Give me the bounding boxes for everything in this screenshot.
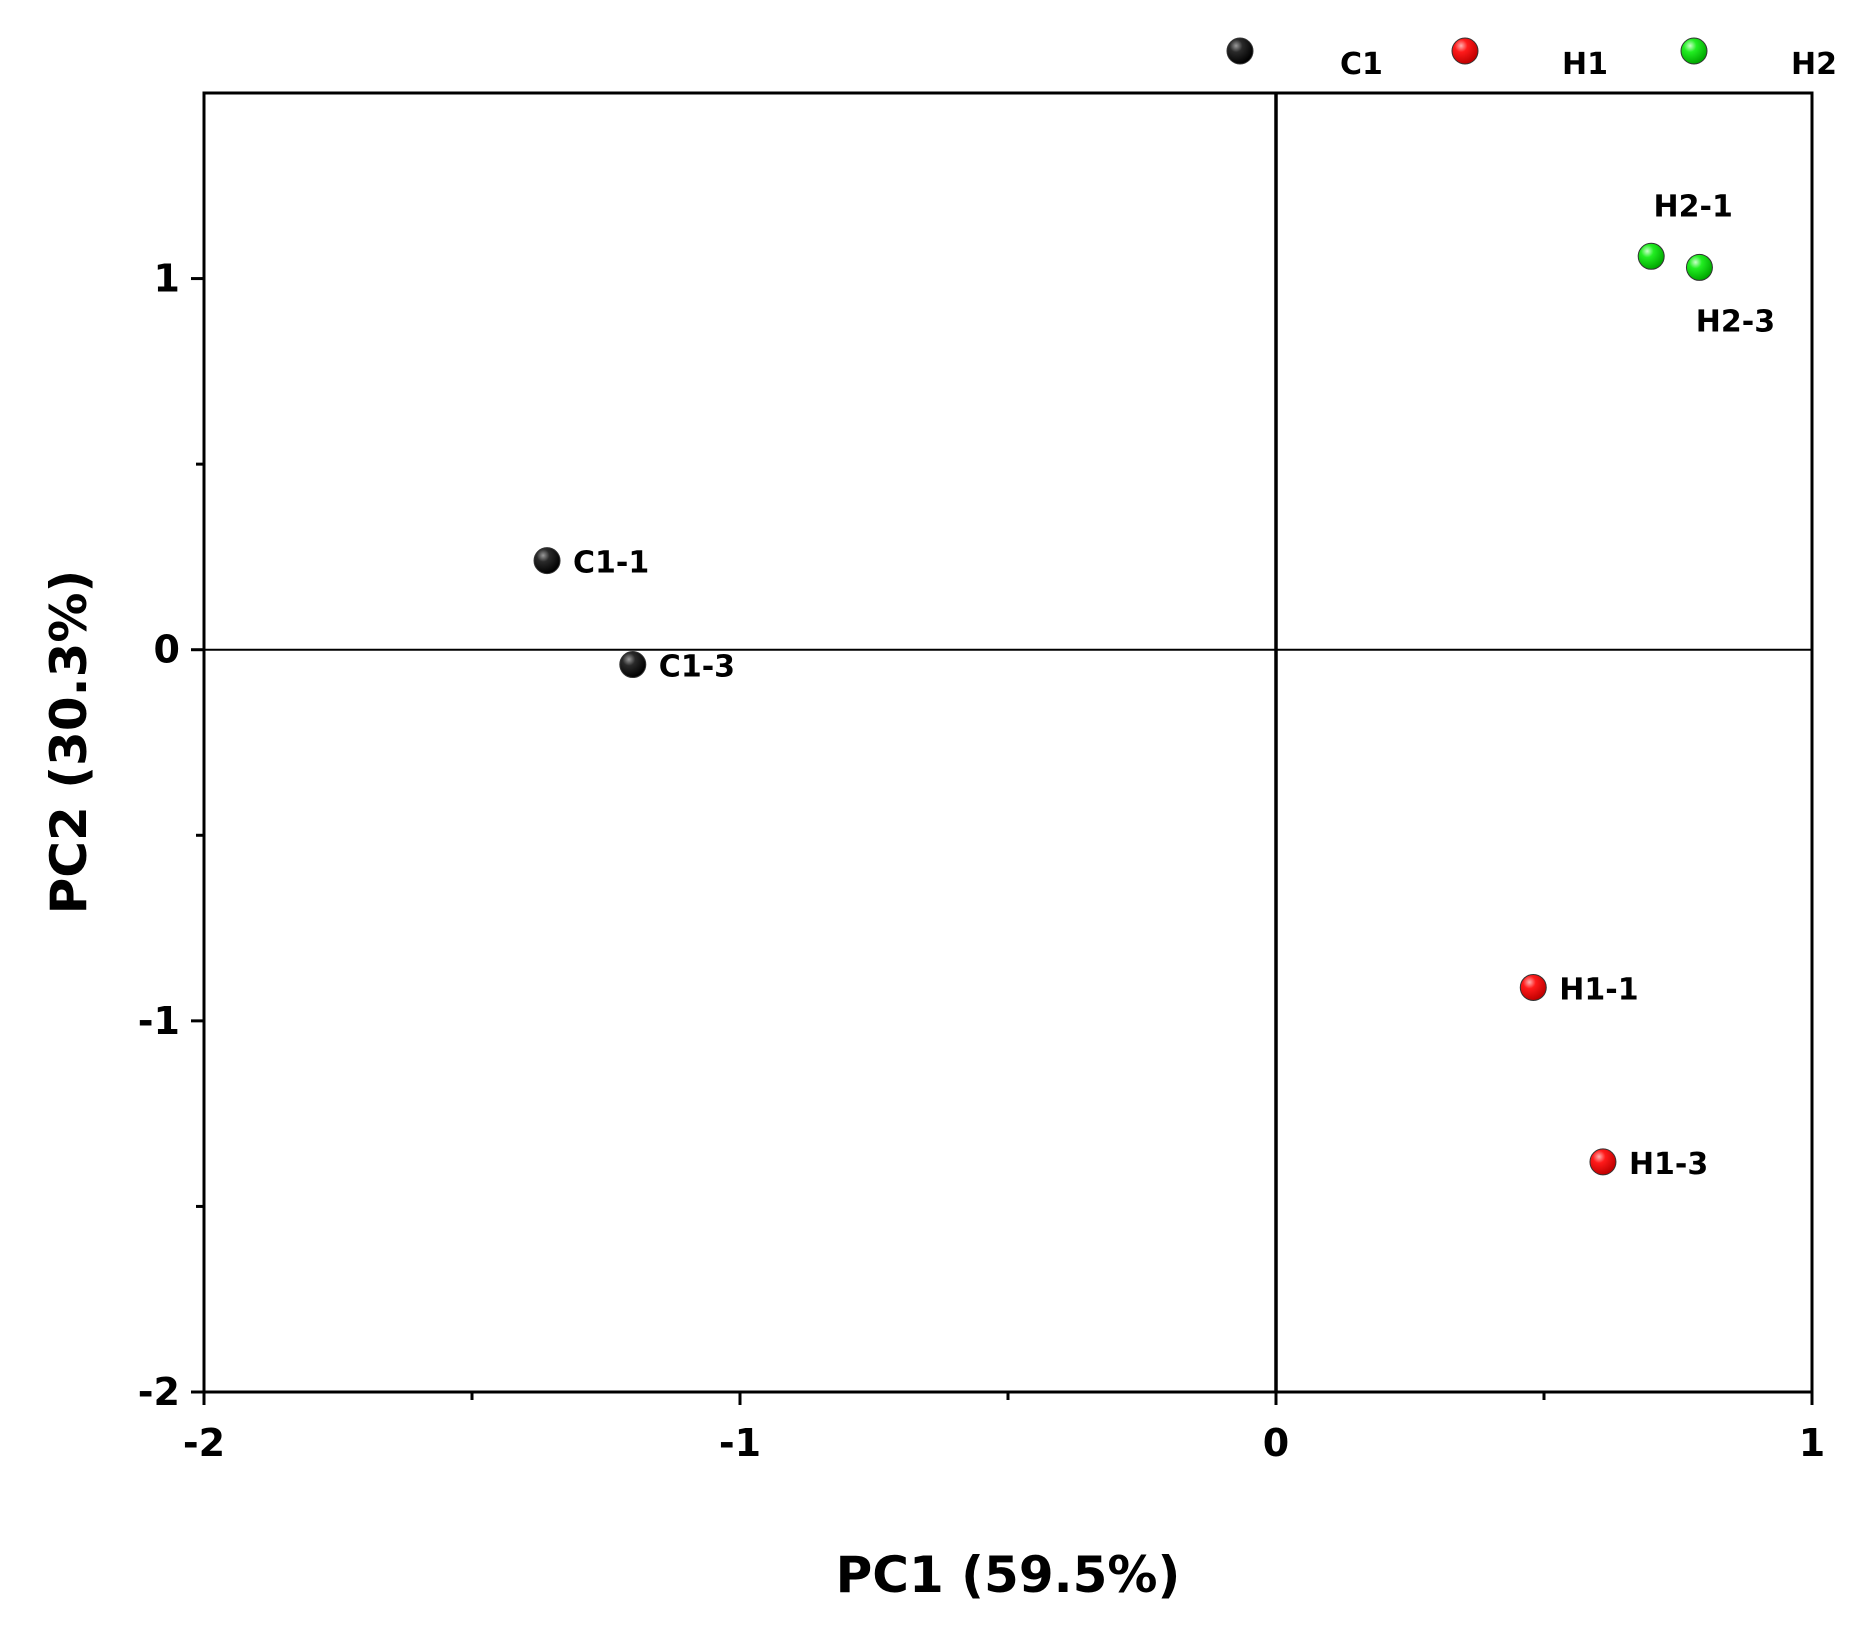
y-tick-label: -1 xyxy=(138,999,180,1043)
data-point xyxy=(619,651,647,679)
point-label: H1-3 xyxy=(1629,1147,1708,1182)
legend-label: C1 xyxy=(1340,47,1383,82)
legend-label: H2 xyxy=(1791,47,1837,82)
x-tick-label: 1 xyxy=(1799,1421,1825,1465)
legend-label: H1 xyxy=(1562,47,1608,82)
reference-lines xyxy=(204,93,1812,1392)
y-tick-label: 1 xyxy=(154,257,180,301)
y-tick-label: -2 xyxy=(138,1370,180,1414)
y-tick-label: 0 xyxy=(154,628,180,672)
x-tick-label: -2 xyxy=(183,1421,225,1465)
y-axis-title: PC2 (30.3%) xyxy=(40,570,98,915)
data-points: C1-1 C1-3 H1-1 H1-3 H2-1 H2-3 xyxy=(533,189,1775,1182)
x-axis-title: PC1 (59.5%) xyxy=(836,1546,1181,1604)
data-point xyxy=(1589,1148,1617,1176)
tick-labels: -2 -1 0 1 -2 -1 0 1 xyxy=(138,257,1825,1465)
point-label: H2-1 xyxy=(1654,189,1733,224)
axis-ticks xyxy=(191,277,1814,1405)
data-point xyxy=(533,547,561,575)
data-point xyxy=(1685,253,1713,281)
legend-marker xyxy=(1680,37,1708,65)
legend-marker xyxy=(1226,37,1254,65)
legend: C1 H1 H2 xyxy=(1226,37,1837,82)
data-point xyxy=(1637,242,1665,270)
legend-marker xyxy=(1451,37,1479,65)
point-label: C1-1 xyxy=(573,546,649,581)
point-label: H2-3 xyxy=(1696,304,1775,339)
point-label: H1-1 xyxy=(1559,972,1638,1007)
plot-frame xyxy=(202,91,1814,1394)
x-tick-label: 0 xyxy=(1263,1421,1289,1465)
point-label: C1-3 xyxy=(659,650,735,685)
data-point xyxy=(1519,973,1547,1001)
x-tick-label: -1 xyxy=(719,1421,761,1465)
